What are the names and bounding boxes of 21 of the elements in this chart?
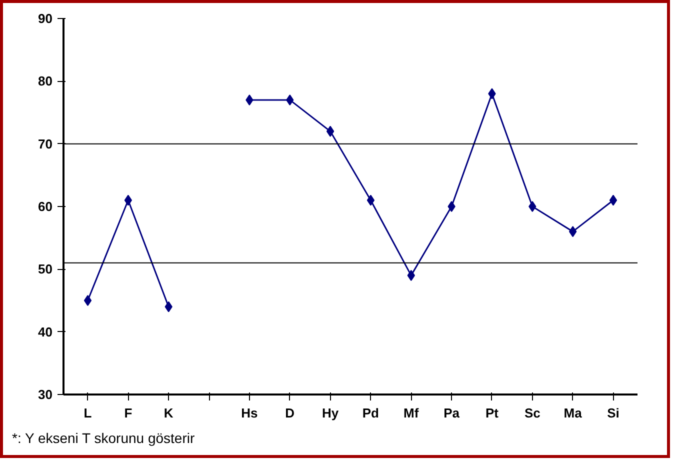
y-tick-label: 70 [38,136,53,152]
y-tick-label: 90 [38,11,53,26]
y-tick-label: 50 [38,262,53,277]
x-tick-label: Pt [485,406,500,420]
y-tick-label: 40 [38,324,53,340]
x-tick-label: Ma [564,406,583,420]
x-tick-label: Hy [322,406,340,420]
y-tick-label: 30 [38,387,53,402]
x-tick-label: Si [607,406,620,420]
x-tick-label: F [124,406,132,420]
text: *: Y ekseni T skorunu gösterir [12,429,195,448]
x-tick-label: K [164,406,174,420]
x-tick-label: Sc [524,406,540,420]
x-tick-label: Hs [241,406,258,420]
x-tick-label: Pd [362,406,380,420]
y-tick-label: 60 [38,199,53,214]
y-tick-label: 80 [38,74,53,89]
x-tick-label: D [285,406,295,420]
x-tick-label: L [84,406,92,420]
x-tick-label: Mf [404,406,420,420]
x-tick-label: Pa [444,406,460,420]
